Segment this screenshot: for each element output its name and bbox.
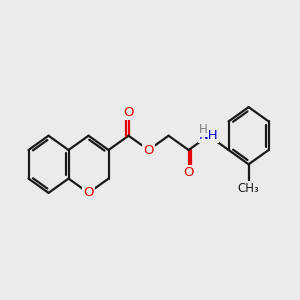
Text: CH₃: CH₃ xyxy=(238,182,260,195)
Text: H: H xyxy=(199,124,208,136)
Text: O: O xyxy=(183,167,194,179)
Text: O: O xyxy=(123,106,134,119)
Text: O: O xyxy=(83,186,94,200)
Text: O: O xyxy=(143,143,154,157)
Text: NH: NH xyxy=(199,129,218,142)
